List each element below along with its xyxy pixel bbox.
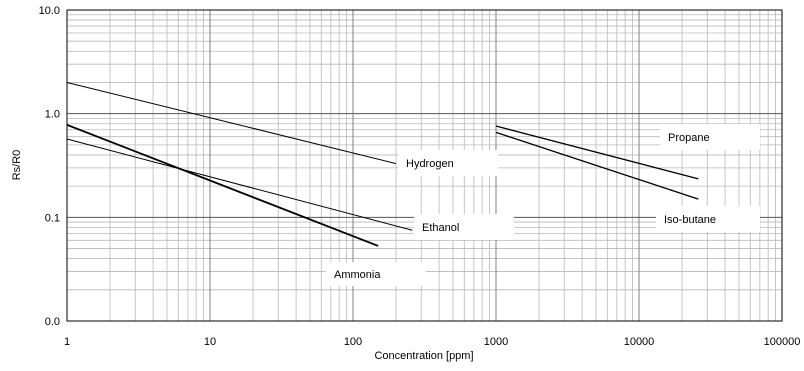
x-tick-label: 10000 <box>624 336 655 348</box>
x-tick-labels: 1 10 100 1000 10000 100000 <box>64 336 800 348</box>
plot-area-border <box>66 9 783 322</box>
series-label-box-iso-butane <box>656 206 760 232</box>
series-label-box-propane <box>660 124 760 150</box>
series-lines <box>66 81 699 247</box>
series-line-ethanol <box>66 138 413 231</box>
series-label-propane: Propane <box>668 132 710 144</box>
series-label-box-ammonia <box>326 262 426 286</box>
series-line-propane <box>495 125 699 180</box>
series-label-box-hydrogen <box>398 150 498 176</box>
series-label-iso-butane: Iso-butane <box>664 214 716 226</box>
y-tick-label: 1.0 <box>45 109 60 121</box>
x-tick-label: 1 <box>64 336 70 348</box>
y-axis-label: Rs/R0 <box>11 150 23 181</box>
series-labels: Hydrogen Ethanol Ammonia Propane Iso-butane <box>326 124 760 286</box>
y-tick-label: 0.0 <box>45 316 60 328</box>
series-label-ethanol: Ethanol <box>422 222 459 234</box>
y-tick-labels: 0.0 0.1 1.0 10.0 <box>39 5 60 328</box>
series-label-box-ethanol <box>414 214 514 240</box>
x-tick-label: 100000 <box>764 336 801 348</box>
plot-frame <box>66 9 783 322</box>
series-line-hydrogen <box>66 81 397 165</box>
series-line-iso-butane <box>495 131 699 200</box>
series-label-ammonia: Ammonia <box>334 269 381 281</box>
y-tick-label: 0.1 <box>45 212 60 224</box>
x-tick-label: 10 <box>204 336 216 348</box>
x-tick-label: 100 <box>344 336 362 348</box>
series-label-hydrogen: Hydrogen <box>406 158 454 170</box>
series-line-ammonia <box>66 124 379 247</box>
x-tick-label: 1000 <box>484 336 508 348</box>
x-axis-label: Concentration [ppm] <box>374 350 473 362</box>
y-tick-label: 10.0 <box>39 5 60 17</box>
